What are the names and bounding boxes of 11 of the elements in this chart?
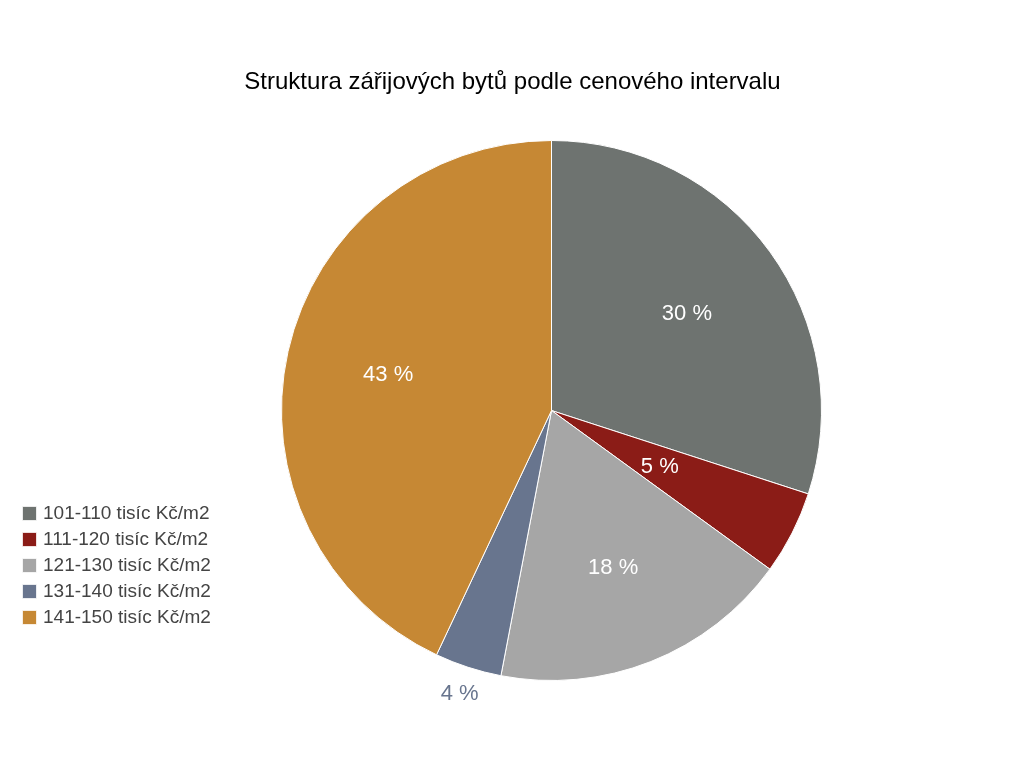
data-label: 4 % bbox=[440, 680, 479, 706]
chart-title: Struktura zářijových bytů podle cenového intervalu bbox=[244, 67, 781, 94]
data-label: 30 % bbox=[661, 299, 713, 325]
legend-label: 121-130 tisíc Kč/m2 bbox=[43, 554, 211, 576]
data-label: 18 % bbox=[588, 553, 639, 579]
data-label: 43 % bbox=[363, 361, 414, 387]
legend-label: 131-140 tisíc Kč/m2 bbox=[43, 580, 211, 602]
legend-label: 141-150 tisíc Kč/m2 bbox=[43, 606, 211, 628]
data-label: 5 % bbox=[640, 453, 679, 479]
legend-label: 101-110 tisíc Kč/m2 bbox=[43, 502, 210, 524]
legend-label: 111-120 tisíc Kč/m2 bbox=[43, 528, 209, 550]
